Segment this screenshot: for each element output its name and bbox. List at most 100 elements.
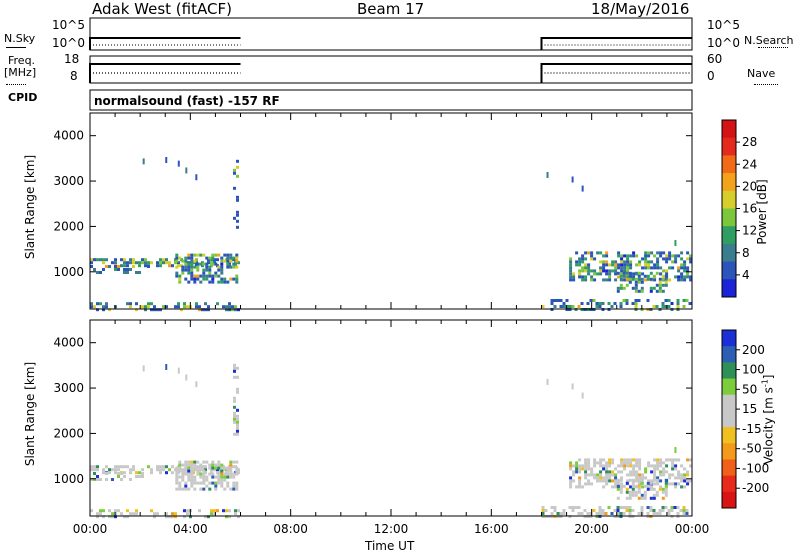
echo-cell (236, 423, 239, 427)
echo-cell (671, 467, 675, 471)
echo-cell (181, 463, 185, 467)
echo-cell (550, 506, 554, 509)
echo-cell (599, 266, 603, 270)
echo-cell (625, 509, 629, 512)
echo-cell (662, 461, 666, 465)
echo-cell (620, 254, 624, 258)
echo-cell (210, 264, 213, 268)
echo-cell (96, 478, 99, 481)
colorbar-tick-label: 100 (742, 363, 765, 377)
echo-cell (225, 305, 228, 309)
echo-cell (653, 278, 657, 282)
echo-cell (187, 262, 191, 266)
x-tick-label: 16:00 (474, 522, 509, 536)
echo-cell (135, 302, 138, 306)
echo-cell (183, 509, 186, 513)
echo-cell (569, 263, 573, 267)
echo-cell (162, 261, 165, 265)
echo-cell (190, 469, 194, 473)
echo-cell (141, 258, 144, 262)
echo-cell (174, 305, 177, 309)
echo-cell (559, 512, 563, 515)
echo-cell (626, 479, 630, 483)
echo-cell (229, 259, 233, 263)
echo-cell (181, 271, 185, 275)
echo-cell (156, 264, 159, 268)
nave-label: Nave (747, 67, 776, 80)
echo-cell (584, 467, 588, 471)
echo-cell (198, 308, 201, 312)
echo-cell (114, 268, 117, 271)
echo-cell (595, 512, 599, 515)
echo-cell (187, 478, 191, 482)
echo-cell (623, 260, 627, 264)
echo-cell (207, 515, 210, 519)
echo-cell (655, 271, 659, 275)
echo-cell (614, 272, 618, 276)
echo-cell (569, 482, 573, 486)
echo-cell (211, 463, 215, 467)
echo-cell (682, 512, 686, 515)
echo-cell (587, 473, 591, 477)
echo-cell (178, 463, 182, 467)
echo-cell (622, 512, 626, 515)
echo-cell (637, 277, 641, 281)
echo-cell (195, 305, 198, 309)
echo-cell (562, 509, 566, 512)
echo-cell (619, 487, 623, 491)
freq-trace (540, 63, 692, 83)
echo-cell (186, 512, 189, 516)
echo-cell (587, 464, 591, 468)
echo-cell (605, 467, 609, 471)
echo-cell (195, 302, 198, 306)
echo-cell (605, 476, 609, 480)
echo-cell (223, 472, 227, 476)
echo-cell (647, 266, 651, 270)
echo-cell (647, 260, 651, 264)
colorbar-swatch (722, 459, 736, 477)
echo-cell (608, 473, 612, 477)
echo-cell (610, 512, 614, 515)
echo-cell (638, 476, 642, 480)
echo-cell (680, 257, 684, 261)
echo-cell (571, 506, 575, 509)
echo-cell (620, 260, 624, 264)
echo-cell (580, 302, 584, 305)
echo-cell (196, 268, 200, 272)
echo-cell (637, 280, 641, 284)
echo-cell (190, 271, 194, 275)
echo-cell (614, 479, 618, 483)
echo-cell (190, 274, 194, 278)
echo-cell (676, 506, 680, 509)
echo-cell (232, 256, 236, 260)
echo-cell (616, 481, 620, 485)
echo-cell (622, 271, 626, 275)
echo-cell (196, 277, 200, 281)
echo-cell (571, 176, 574, 183)
echo-cell (220, 484, 224, 488)
echo-cell (201, 308, 204, 312)
echo-cell (578, 260, 582, 264)
echo-cell (578, 464, 582, 468)
echo-cell (680, 278, 684, 282)
echo-cell (108, 515, 111, 519)
colorbar-tick-label: 8 (742, 246, 750, 260)
echo-cell (123, 471, 126, 475)
echo-cell (619, 512, 623, 515)
echo-cell (226, 280, 230, 284)
echo-cell (178, 280, 182, 284)
echo-cell (187, 469, 191, 473)
echo-cell (236, 213, 239, 217)
echo-cell (550, 299, 554, 302)
echo-cell (111, 512, 114, 516)
echo-cell (229, 466, 233, 470)
echo-cell (680, 272, 684, 276)
echo-cell (614, 476, 618, 480)
echo-cell (664, 484, 668, 488)
echo-cell (640, 280, 644, 284)
echo-cell (584, 476, 588, 480)
echo-cell (220, 262, 224, 266)
echo-cell (177, 471, 180, 475)
echo-cell (569, 461, 573, 465)
echo-cell (604, 512, 608, 515)
